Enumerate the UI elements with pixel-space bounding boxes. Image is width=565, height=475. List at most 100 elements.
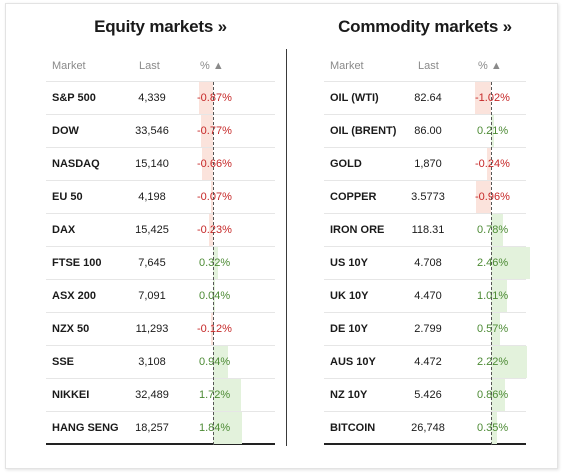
market-name[interactable]: NZX 50: [52, 323, 90, 335]
change-bar: [474, 82, 491, 114]
change-bar: [491, 280, 508, 312]
last-value: 4.472: [414, 356, 442, 368]
change-bar: [491, 214, 504, 246]
table-row[interactable]: SSE 3,108 0.94%: [46, 346, 275, 379]
table-row[interactable]: DE 10Y 2.799 0.57%: [324, 313, 526, 346]
market-name[interactable]: EU 50: [52, 191, 83, 203]
market-name[interactable]: OIL (BRENT): [330, 125, 397, 137]
table-row[interactable]: DOW 33,546 -0.77%: [46, 115, 275, 148]
change-percent: 0.86%: [477, 389, 509, 401]
market-name[interactable]: DAX: [52, 224, 76, 236]
table-row[interactable]: NASDAQ 15,140 -0.66%: [46, 148, 275, 181]
table-row[interactable]: ASX 200 7,091 0.04%: [46, 280, 275, 313]
commodity-title-link[interactable]: Commodity markets »: [338, 17, 512, 36]
table-row[interactable]: US 10Y 4.708 2.46%: [324, 247, 531, 280]
markets-widget: Equity markets » Market Last % ▲ S&P 500…: [5, 3, 558, 469]
last-value: 4,339: [138, 92, 166, 104]
last-value: 33,546: [135, 125, 169, 137]
market-name[interactable]: NZ 10Y: [330, 389, 368, 401]
market-name[interactable]: ASX 200: [52, 290, 97, 302]
zero-line: [491, 82, 492, 445]
table-row[interactable]: S&P 500 4,339 -0.87%: [46, 82, 275, 115]
last-value: 7,091: [138, 290, 166, 302]
change-bar: [209, 214, 213, 246]
market-name[interactable]: SSE: [52, 356, 75, 368]
table-row[interactable]: NZX 50 11,293 -0.12%: [46, 313, 275, 346]
change-bar: [199, 82, 213, 114]
last-value: 7,645: [138, 257, 166, 269]
change-percent: 1.01%: [477, 290, 509, 302]
market-name[interactable]: US 10Y: [330, 257, 368, 269]
commodity-header-pct[interactable]: % ▲: [478, 60, 502, 72]
table-row[interactable]: HANG SENG 18,257 1.84%: [46, 412, 275, 445]
market-name[interactable]: FTSE 100: [52, 257, 102, 269]
last-value: 2.799: [414, 323, 442, 335]
table-row[interactable]: EU 50 4,198 -0.07%: [46, 181, 275, 214]
change-percent: -1.02%: [475, 92, 510, 104]
last-value: 4,198: [138, 191, 166, 203]
market-name[interactable]: GOLD: [330, 158, 362, 170]
table-row[interactable]: UK 10Y 4.470 1.01%: [324, 280, 526, 313]
last-value: 5.426: [414, 389, 442, 401]
change-bar: [211, 313, 213, 345]
change-bar: [491, 247, 531, 279]
last-value: 4.470: [414, 290, 442, 302]
table-row[interactable]: GOLD 1,870 -0.24%: [324, 148, 526, 181]
market-name[interactable]: HANG SENG: [52, 422, 119, 434]
last-value: 18,257: [135, 422, 169, 434]
last-value: 15,425: [135, 224, 169, 236]
table-row[interactable]: NZ 10Y 5.426 0.86%: [324, 379, 526, 412]
table-row[interactable]: FTSE 100 7,645 0.32%: [46, 247, 275, 280]
change-percent: 0.78%: [477, 224, 509, 236]
last-value: 86.00: [414, 125, 442, 137]
table-row[interactable]: OIL (BRENT) 86.00 0.21%: [324, 115, 526, 148]
change-percent: -0.96%: [475, 191, 510, 203]
market-name[interactable]: COPPER: [330, 191, 377, 203]
change-percent: -0.12%: [197, 323, 232, 335]
equity-header-pct[interactable]: % ▲: [200, 60, 224, 72]
change-percent: -0.24%: [475, 158, 510, 170]
change-bar: [213, 379, 241, 411]
commodity-header-last: Last: [418, 60, 439, 72]
change-percent: 0.32%: [199, 257, 231, 269]
table-row[interactable]: OIL (WTI) 82.64 -1.02%: [324, 82, 526, 115]
table-row[interactable]: COPPER 3.5773 -0.96%: [324, 181, 526, 214]
market-name[interactable]: IRON ORE: [330, 224, 385, 236]
market-name[interactable]: BITCOIN: [330, 422, 376, 434]
change-percent: 1.84%: [199, 422, 231, 434]
change-bar: [200, 115, 213, 147]
change-percent: 0.21%: [477, 125, 509, 137]
change-percent: -0.77%: [197, 125, 232, 137]
change-percent: 0.35%: [477, 422, 509, 434]
change-percent: 0.04%: [199, 290, 231, 302]
last-value: 15,140: [135, 158, 169, 170]
market-name[interactable]: DOW: [52, 125, 79, 137]
market-name[interactable]: AUS 10Y: [330, 356, 376, 368]
change-bar: [213, 280, 215, 312]
equity-header-last: Last: [139, 60, 160, 72]
market-name[interactable]: NASDAQ: [52, 158, 100, 170]
market-name[interactable]: S&P 500: [52, 92, 96, 104]
change-percent: 1.72%: [199, 389, 231, 401]
last-value: 11,293: [135, 323, 169, 335]
table-row[interactable]: BITCOIN 26,748 0.35%: [324, 412, 526, 445]
change-percent: 2.46%: [477, 257, 509, 269]
commodity-header-market: Market: [330, 60, 364, 72]
table-row[interactable]: NIKKEI 32,489 1.72%: [46, 379, 275, 412]
change-percent: 2.22%: [477, 356, 509, 368]
change-bar: [213, 247, 219, 279]
change-bar: [213, 346, 229, 378]
last-value: 32,489: [135, 389, 169, 401]
equity-table-header: Market Last % ▲: [46, 52, 275, 82]
last-value: 3.5773: [411, 191, 445, 203]
change-bar: [491, 346, 527, 378]
market-name[interactable]: NIKKEI: [52, 389, 90, 401]
table-row[interactable]: IRON ORE 118.31 0.78%: [324, 214, 526, 247]
market-name[interactable]: OIL (WTI): [330, 92, 379, 104]
equity-title-link[interactable]: Equity markets »: [94, 17, 227, 36]
market-name[interactable]: DE 10Y: [330, 323, 368, 335]
table-row[interactable]: AUS 10Y 4.472 2.22%: [324, 346, 527, 379]
market-name[interactable]: UK 10Y: [330, 290, 369, 302]
table-row[interactable]: DAX 15,425 -0.23%: [46, 214, 275, 247]
last-value: 4.708: [414, 257, 442, 269]
